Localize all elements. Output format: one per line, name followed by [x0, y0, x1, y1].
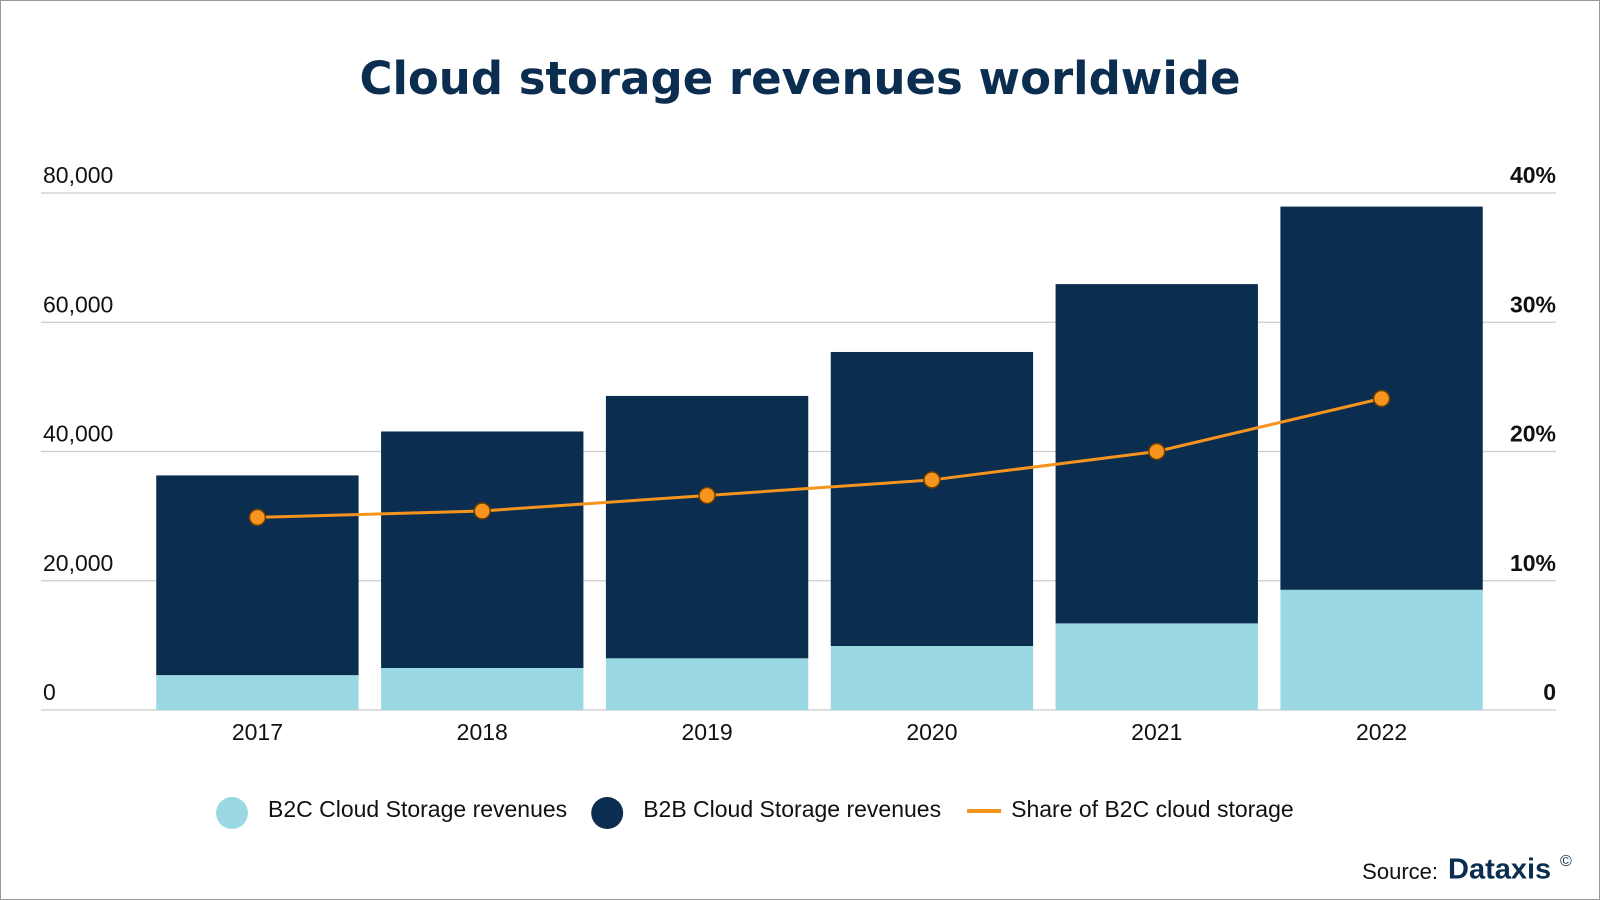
bar	[830, 351, 1034, 647]
bar	[605, 658, 809, 710]
source: Dataxis	[1448, 854, 1551, 886]
x-tick-label: 2021	[1131, 719, 1182, 745]
x-tick-label: 2019	[681, 719, 732, 745]
y-tick-label: 0	[43, 679, 56, 705]
y2-tick-label: 30%	[1510, 291, 1556, 317]
bar	[605, 395, 809, 659]
y2-tick-label: 40%	[1510, 162, 1556, 188]
legend-swatch	[591, 797, 624, 829]
bar	[830, 646, 1034, 710]
line-marker	[1148, 442, 1166, 461]
line	[257, 397, 1382, 519]
line-marker	[1372, 389, 1391, 408]
legend-label: B2C Cloud Storage revenues	[268, 796, 567, 822]
bar	[156, 675, 359, 710]
legend-swatch	[216, 797, 248, 829]
y-tick-label: 40,000	[43, 421, 113, 447]
legend-label: Share of B2C cloud storage	[1011, 796, 1294, 822]
source-label: Source:	[1362, 859, 1438, 884]
y2-tick-label: 10%	[1510, 550, 1556, 576]
legend-label: B2B Cloud Storage revenues	[643, 796, 941, 822]
bar	[381, 431, 584, 668]
x-tick-label: 2020	[906, 719, 957, 745]
line-marker	[698, 486, 716, 505]
x-tick-label: 2022	[1356, 719, 1407, 745]
chart-title: Cloud storage revenues worldwide	[359, 52, 1240, 105]
line-marker	[923, 471, 941, 489]
bar	[156, 475, 359, 676]
x-tick-label: 2017	[232, 719, 283, 745]
bar	[1055, 623, 1258, 710]
y-tick-label: 60,000	[43, 291, 113, 317]
line-marker	[473, 502, 491, 520]
source-mark: ©	[1560, 853, 1572, 870]
x-tick-label: 2018	[457, 719, 508, 745]
y2-tick-label: 0	[1543, 679, 1556, 705]
y-tick-label: 20,000	[43, 550, 113, 576]
line-marker	[248, 508, 267, 527]
y2-tick-label: 20%	[1510, 421, 1556, 447]
y-tick-label: 80,000	[43, 162, 113, 188]
bar	[381, 667, 584, 710]
bar	[1280, 589, 1483, 710]
